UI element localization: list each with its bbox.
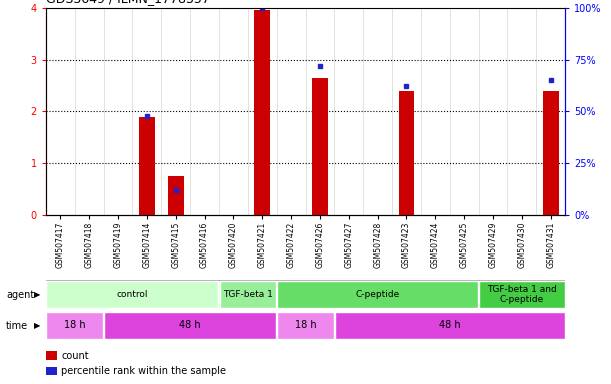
Text: time: time [6, 321, 28, 331]
Bar [277, 281, 478, 308]
Bar [104, 312, 276, 339]
Bar [219, 281, 276, 308]
Text: 18 h: 18 h [64, 320, 86, 331]
Text: 48 h: 48 h [179, 320, 201, 331]
Text: count: count [61, 351, 89, 361]
Text: 48 h: 48 h [439, 320, 461, 331]
Text: ▶: ▶ [34, 290, 40, 300]
Bar [46, 281, 218, 308]
Text: ▶: ▶ [34, 321, 40, 330]
Text: GDS3649 / ILMN_1778357: GDS3649 / ILMN_1778357 [46, 0, 210, 5]
Text: TGF-beta 1: TGF-beta 1 [223, 290, 273, 299]
Text: percentile rank within the sample: percentile rank within the sample [61, 366, 226, 376]
Bar [543, 91, 558, 215]
Bar [398, 91, 414, 215]
Text: 18 h: 18 h [295, 320, 316, 331]
Bar [46, 312, 103, 339]
Bar [168, 176, 183, 215]
Bar [335, 312, 565, 339]
Bar [312, 78, 328, 215]
Bar [254, 10, 270, 215]
Text: TGF-beta 1 and
C-peptide: TGF-beta 1 and C-peptide [487, 285, 557, 305]
Text: agent: agent [6, 290, 34, 300]
Text: C-peptide: C-peptide [356, 290, 400, 299]
Bar [277, 312, 334, 339]
Bar [479, 281, 565, 308]
Bar [139, 117, 155, 215]
Text: control: control [117, 290, 148, 299]
